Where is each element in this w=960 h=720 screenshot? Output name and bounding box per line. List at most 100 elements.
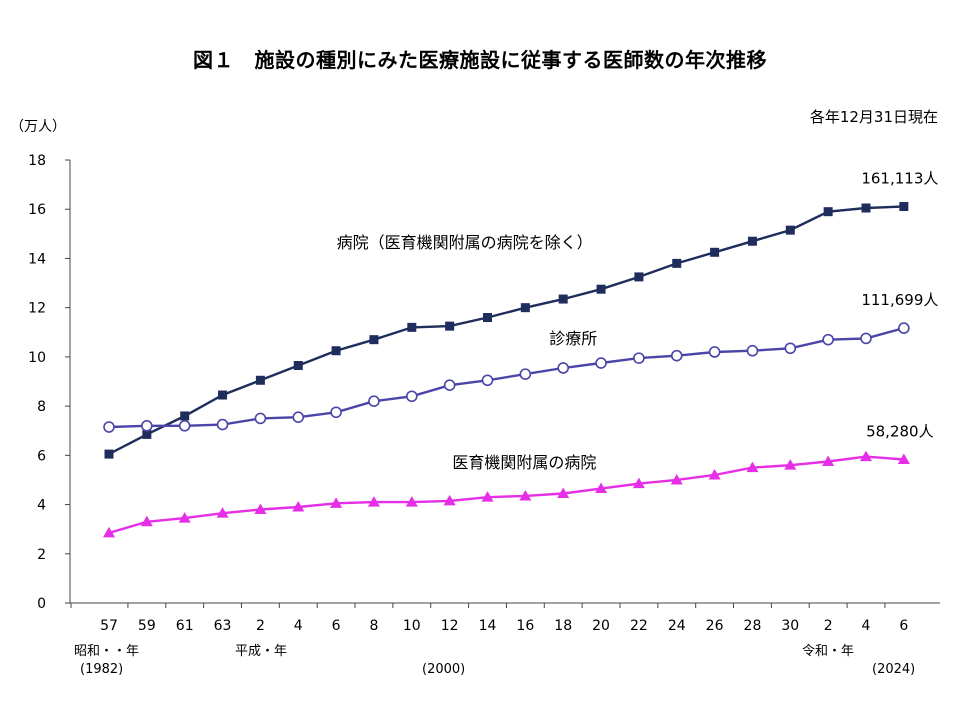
data-point-clinic: [784, 342, 797, 355]
data-point-university: [330, 497, 343, 508]
y-tick-label: 6: [37, 448, 46, 464]
data-point-hospital: [255, 375, 265, 385]
data-point-clinic: [443, 379, 456, 391]
data-point-clinic: [670, 349, 683, 362]
end-value-label-clinic: 111,699人: [861, 291, 938, 309]
data-point-hospital: [180, 411, 190, 421]
data-point-clinic: [860, 332, 872, 345]
y-tick-label: 0: [37, 596, 46, 612]
y-axis-unit-label: （万人）: [10, 119, 66, 135]
x-tick-label: 14: [479, 618, 497, 634]
x-tick-label: 22: [630, 618, 648, 634]
data-point-hospital: [483, 313, 492, 323]
data-point-hospital: [142, 429, 152, 439]
data-point-clinic: [254, 412, 267, 425]
data-point-hospital: [823, 207, 833, 217]
data-point-university: [103, 526, 115, 538]
data-point-hospital: [218, 390, 228, 400]
series-line-hospital: [108, 205, 904, 456]
series-hospital: [104, 202, 909, 459]
x-tick-label: 30: [781, 618, 799, 634]
series-line-university: [108, 455, 904, 535]
y-tick-label: 16: [28, 202, 46, 218]
y-tick-label: 18: [28, 153, 46, 169]
x-tick-label: 2: [256, 618, 265, 634]
data-point-hospital: [407, 322, 417, 332]
y-tick-label: 2: [37, 547, 46, 563]
era-label-heisei: 平成・年: [235, 644, 288, 659]
series-name-label-university: 医育機関附属の病院: [452, 453, 596, 472]
x-tick-label: 63: [214, 618, 232, 634]
data-point-hospital: [861, 203, 871, 213]
data-point-clinic: [368, 395, 380, 407]
data-point-clinic: [898, 322, 910, 334]
data-point-hospital: [369, 335, 379, 345]
data-point-hospital: [672, 258, 682, 268]
x-tick-label: 12: [441, 618, 459, 634]
series-clinic: [103, 322, 910, 433]
end-value-label-university: 58,280人: [866, 423, 934, 441]
data-point-hospital: [785, 225, 795, 235]
x-tick-label: 6: [899, 618, 908, 634]
series-line-clinic: [108, 326, 905, 429]
data-point-hospital: [747, 236, 757, 246]
data-point-clinic: [557, 362, 570, 374]
data-point-clinic: [292, 411, 305, 423]
data-point-university: [595, 482, 608, 494]
data-point-clinic: [330, 406, 342, 419]
x-tick-label: 4: [294, 618, 303, 634]
x-tick-label: 2: [824, 618, 833, 634]
x-tick-label: 18: [554, 618, 572, 634]
data-point-university: [670, 473, 683, 485]
data-point-clinic: [216, 418, 229, 431]
data-point-university: [519, 489, 532, 501]
year-label-2024: (2024): [872, 662, 916, 677]
x-tick-label: 16: [516, 618, 534, 634]
data-point-clinic: [746, 344, 759, 357]
data-point-hospital: [710, 247, 720, 257]
data-point-hospital: [899, 202, 909, 212]
data-point-hospital: [293, 361, 303, 371]
data-point-hospital: [596, 284, 606, 294]
data-point-university: [481, 491, 494, 502]
data-point-university: [367, 496, 380, 507]
y-tick-label: 4: [37, 498, 46, 514]
era-label-showa: 昭和・・年: [74, 644, 140, 659]
chart-title: 図１ 施設の種別にみた医療施設に従事する医師数の年次推移: [193, 48, 767, 72]
data-point-hospital: [558, 294, 568, 304]
data-point-university: [822, 455, 835, 466]
x-tick-label: 10: [403, 618, 421, 634]
y-tick-label: 8: [37, 399, 46, 415]
data-point-clinic: [405, 390, 418, 403]
x-tick-label: 26: [706, 618, 724, 634]
data-point-university: [784, 459, 797, 470]
data-point-clinic: [822, 333, 834, 346]
data-point-clinic: [633, 352, 645, 364]
data-point-clinic: [103, 421, 115, 433]
data-point-hospital: [331, 346, 341, 356]
x-tick-label: 20: [592, 618, 610, 634]
data-point-clinic: [708, 346, 721, 358]
data-point-university: [178, 512, 191, 523]
y-tick-label: 10: [28, 350, 46, 366]
era-label-reiwa: 令和・年: [802, 644, 855, 659]
y-tick-label: 14: [28, 251, 46, 267]
year-label-1982: (1982): [80, 662, 124, 677]
as-of-note: 各年12月31日現在: [809, 108, 938, 126]
x-tick-label: 6: [332, 618, 341, 634]
data-point-university: [860, 450, 872, 462]
year-label-2000: (2000): [422, 662, 466, 677]
data-point-clinic: [178, 419, 191, 432]
x-tick-label: 61: [176, 618, 194, 634]
end-value-label-hospital: 161,113人: [861, 170, 938, 188]
data-point-university: [405, 496, 418, 507]
data-point-university: [557, 487, 570, 498]
data-point-clinic: [141, 419, 153, 432]
data-point-clinic: [595, 357, 607, 369]
data-point-university: [216, 507, 229, 518]
series-university: [103, 450, 910, 538]
data-point-clinic: [519, 368, 532, 380]
